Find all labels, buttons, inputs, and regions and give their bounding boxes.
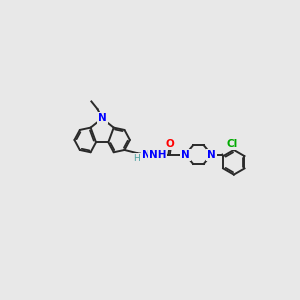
Text: N: N [207, 150, 216, 160]
Text: NH: NH [149, 150, 167, 160]
Text: O: O [166, 139, 174, 149]
Text: N: N [98, 113, 106, 123]
Text: Cl: Cl [227, 139, 238, 149]
Text: N: N [181, 150, 190, 160]
Text: H: H [134, 154, 140, 163]
Text: N: N [142, 150, 151, 160]
